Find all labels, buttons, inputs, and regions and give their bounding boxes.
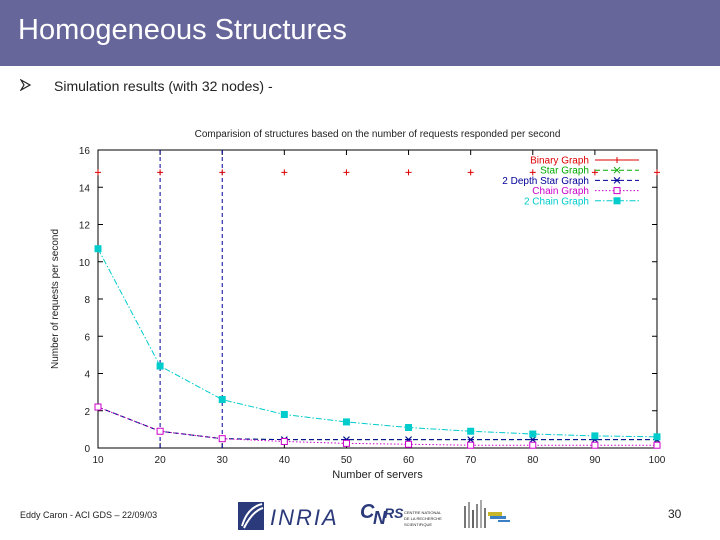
x-tick-label: 100 <box>649 455 666 466</box>
data-point-binary-graph <box>405 169 412 176</box>
data-point-chain-graph <box>467 441 475 449</box>
series-line-chain-graph <box>97 406 657 446</box>
arrow-bullet-icon <box>19 78 54 94</box>
cnrs-logo: C N RS CENTRE NATIONAL DE LA RECHERCHE S… <box>360 494 452 539</box>
x-tick-label: 50 <box>341 455 353 466</box>
legend-label-star-graph: Star Graph <box>540 166 589 177</box>
data-point-binary-graph <box>467 169 474 176</box>
y-tick-label: 6 <box>84 332 90 343</box>
data-point-chain-graph <box>405 440 413 448</box>
x-tick-label: 10 <box>92 455 104 466</box>
legend-marker-binary-graph <box>614 157 620 163</box>
bullet-row: Simulation results (with 32 nodes) - <box>19 78 273 94</box>
x-axis-label: Number of servers <box>332 469 423 481</box>
legend-marker-chain-graph <box>613 187 621 195</box>
y-tick-label: 2 <box>84 407 90 418</box>
legend-label-binary-graph: Binary Graph <box>530 156 589 167</box>
legend-label-chain-graph: Chain Graph <box>532 186 589 197</box>
x-tick-label: 80 <box>527 455 539 466</box>
lab-logo <box>460 494 520 539</box>
y-tick-label: 8 <box>84 295 90 306</box>
legend-marker-2-chain-graph <box>613 197 621 205</box>
svg-text:N: N <box>373 508 387 528</box>
data-point-2-chain-graph <box>156 362 164 370</box>
y-tick-label: 0 <box>84 444 90 455</box>
x-tick-label: 70 <box>465 455 477 466</box>
data-point-binary-graph <box>219 169 226 176</box>
data-point-binary-graph <box>95 169 101 176</box>
x-tick-label: 40 <box>279 455 291 466</box>
data-point-2-chain-graph <box>653 433 661 441</box>
x-tick-label: 90 <box>589 455 601 466</box>
data-point-chain-graph <box>342 439 350 447</box>
series-line-2-chain-graph <box>97 248 658 438</box>
data-point-binary-graph <box>281 169 288 176</box>
data-point-binary-graph <box>654 169 660 176</box>
data-point-2-depth-star-graph <box>467 436 475 443</box>
data-point-binary-graph <box>343 169 350 176</box>
data-point-binary-graph <box>157 169 164 176</box>
legend-label-2-chain-graph: 2 Chain Graph <box>524 196 589 207</box>
x-tick-label: 30 <box>217 455 229 466</box>
y-tick-label: 4 <box>84 370 90 381</box>
data-point-2-chain-graph <box>280 410 288 418</box>
legend-marker-2-depth-star-graph <box>613 177 621 184</box>
data-point-binary-graph <box>529 169 536 176</box>
bullet-text: Simulation results (with 32 nodes) - <box>54 78 273 94</box>
line-chart: Comparision of structures based on the n… <box>50 129 666 481</box>
data-point-chain-graph <box>653 441 661 449</box>
cnrs-line-2: DE LA RECHERCHE <box>404 516 442 521</box>
data-point-chain-graph <box>280 437 288 445</box>
data-point-2-chain-graph <box>94 245 102 253</box>
data-point-binary-graph <box>591 169 598 176</box>
page-number: 30 <box>668 507 682 521</box>
data-point-chain-graph <box>156 427 164 435</box>
chart-title: Comparision of structures based on the n… <box>195 129 561 140</box>
cnrs-line-1: CENTRE NATIONAL <box>404 510 442 515</box>
data-point-2-chain-graph <box>218 396 226 404</box>
data-point-2-chain-graph <box>529 430 537 438</box>
data-point-2-depth-star-graph <box>529 436 537 443</box>
inria-logo-text: INRIA <box>270 505 339 530</box>
title-bar: Homogeneous Structures <box>0 0 720 66</box>
y-tick-label: 10 <box>79 258 91 269</box>
x-tick-label: 20 <box>155 455 167 466</box>
y-tick-label: 14 <box>79 183 91 194</box>
y-axis-label: Number of requests per second <box>50 229 61 369</box>
slide-title: Homogeneous Structures <box>18 14 347 46</box>
legend-label-2-depth-star-graph: 2 Depth Star Graph <box>502 176 589 187</box>
x-tick-label: 60 <box>403 455 415 466</box>
svg-text:RS: RS <box>384 505 404 521</box>
data-point-2-chain-graph <box>467 427 475 435</box>
y-tick-label: 16 <box>79 146 91 157</box>
data-point-chain-graph <box>94 403 102 411</box>
cnrs-line-3: SCIENTIFIQUE <box>404 522 432 527</box>
data-point-chain-graph <box>591 441 599 449</box>
data-point-2-chain-graph <box>405 424 413 432</box>
series-line-star-graph <box>97 406 657 441</box>
data-point-2-chain-graph <box>591 432 599 440</box>
data-point-2-chain-graph <box>342 418 350 426</box>
svg-text:C: C <box>360 501 375 523</box>
data-point-chain-graph <box>218 435 226 443</box>
footer-author: Eddy Caron - ACI GDS – 22/09/03 <box>20 510 158 520</box>
data-point-chain-graph <box>529 441 537 449</box>
series-line-2-depth-star-graph <box>97 406 657 441</box>
legend-marker-star-graph <box>613 166 621 174</box>
inria-logo: INRIA <box>236 498 346 539</box>
y-tick-label: 12 <box>79 221 91 232</box>
